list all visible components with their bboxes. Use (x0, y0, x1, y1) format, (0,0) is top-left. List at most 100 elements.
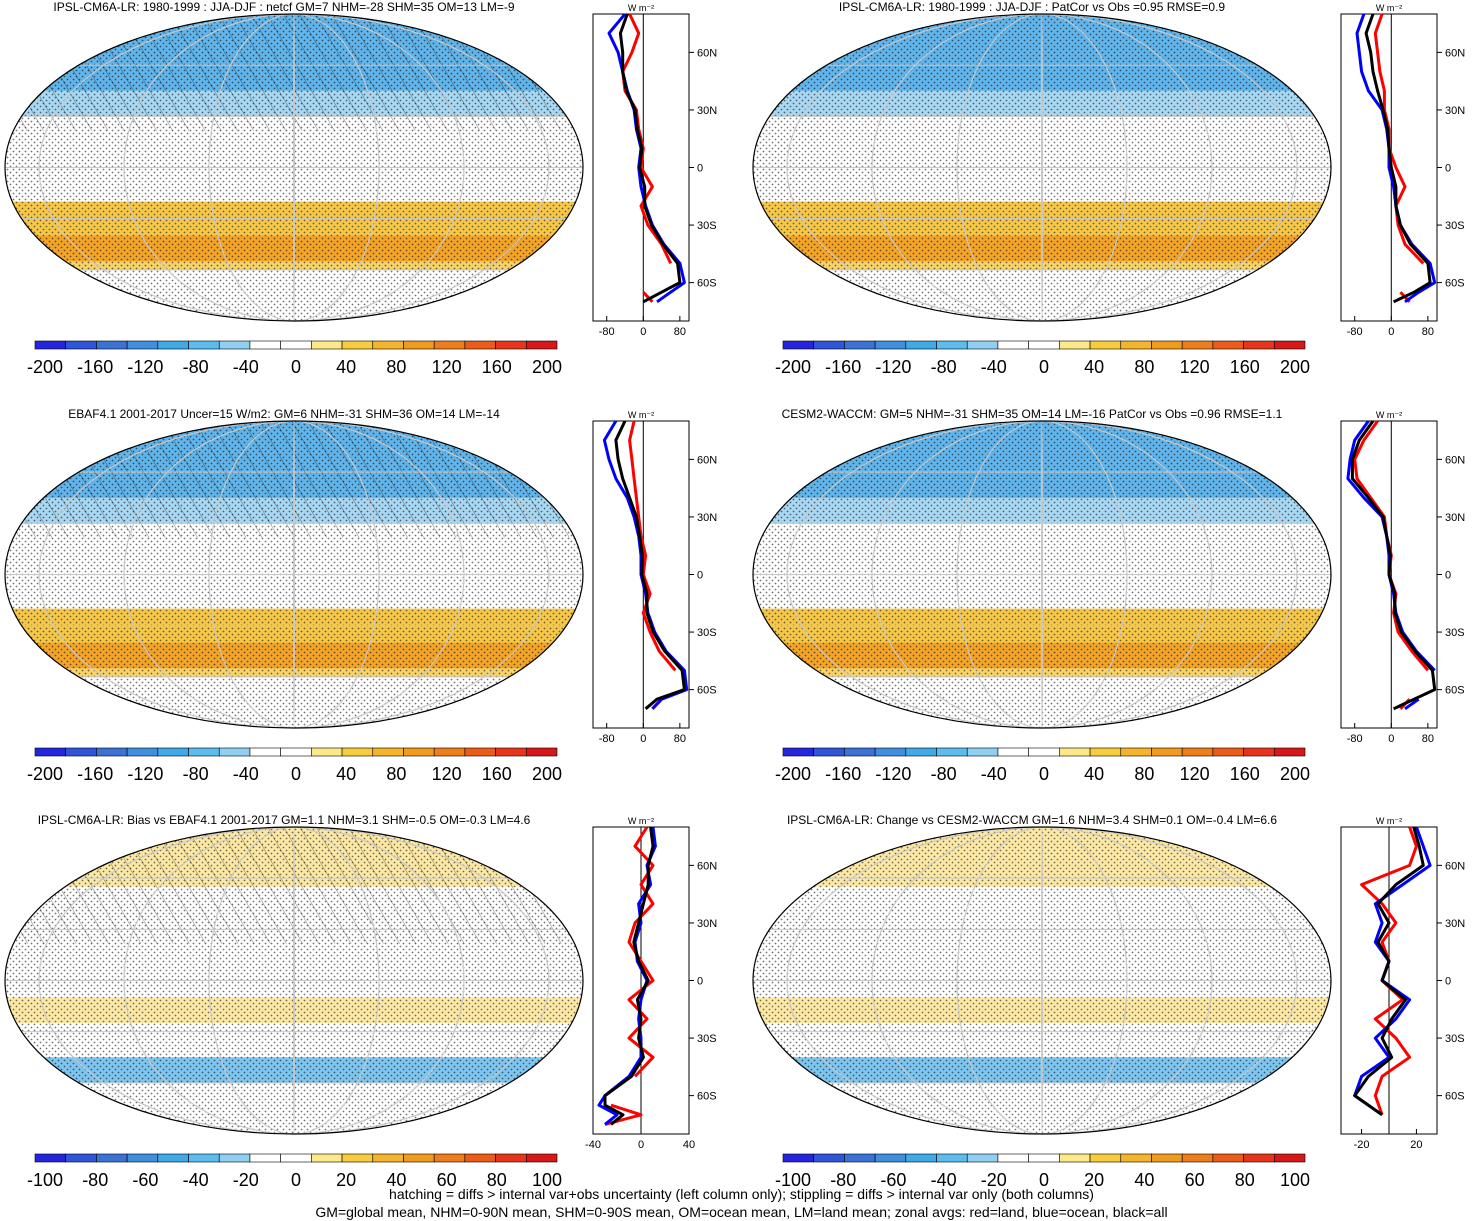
graticule-lon (786, 421, 1298, 728)
colorbar-cell (1212, 1153, 1244, 1163)
colorbar-cell (874, 1153, 907, 1163)
colorbar-tick-label: 40 (336, 764, 356, 784)
zonal-ytick-label: 30N (1445, 918, 1465, 930)
map-field (753, 827, 1331, 1134)
colorbar-tick-label: -200 (775, 764, 811, 784)
colorbar-tick-label: 0 (1039, 1170, 1049, 1190)
colorbar-tick-label: 0 (291, 357, 301, 377)
zonal-line-land (1373, 13, 1425, 303)
graticule-lon (956, 14, 1128, 321)
colorbar-cell (126, 1153, 159, 1163)
colorbar-cell (218, 1153, 251, 1163)
colorbar-tick-label: 80 (386, 764, 406, 784)
colorbar-cell (188, 340, 220, 350)
zonal-ytick-label: 30S (697, 220, 717, 232)
colorbar-cell (249, 747, 281, 757)
footer-line-2: GM=global mean, NHM=0-90N mean, SHM=0-90… (315, 1204, 1168, 1220)
colorbar-cell (1181, 747, 1214, 757)
colorbar-tick-label: 60 (1185, 1170, 1205, 1190)
footer-line-1: hatching = diffs > internal var+obs unce… (389, 1186, 1094, 1202)
zonal-line-land (621, 13, 673, 303)
colorbar-tick-label: -40 (183, 1170, 209, 1190)
colorbar-cell (905, 340, 937, 350)
colorbar-tick-label: 120 (1180, 357, 1210, 377)
colorbar-cell (1120, 340, 1152, 350)
zonal-line-all (603, 826, 655, 1126)
zonal-xtick-label: 0 (640, 326, 646, 338)
colorbar-cell (188, 747, 220, 757)
colorbar-tick-label: 60 (437, 1170, 457, 1190)
colorbar-cell (1273, 340, 1306, 350)
colorbar-cell (966, 340, 999, 350)
graticule-lon (123, 421, 465, 728)
colorbar-tick-label: 20 (336, 1170, 356, 1190)
zonal-ytick-label: 0 (697, 163, 703, 175)
colorbar-tick-label: -160 (825, 764, 861, 784)
colorbar-cell (1059, 1153, 1091, 1163)
colorbar-cell (341, 340, 374, 350)
colorbar-tick-label: -20 (981, 1170, 1007, 1190)
colorbar-tick-label: -200 (775, 357, 811, 377)
colorbar-cell (249, 1153, 281, 1163)
panel-3: EBAF4.1 2001-2017 Uncer=15 W/m2: GM=6 NH… (4, 407, 717, 784)
colorbar-cell (464, 747, 496, 757)
zonal-xtick-label: -40 (585, 1139, 601, 1151)
colorbar-cell (34, 1153, 67, 1163)
zonal-ytick-label: 0 (1445, 976, 1451, 988)
colorbar-cell (525, 747, 558, 757)
map-border (752, 13, 1332, 322)
graticule-lon (1041, 827, 1043, 1134)
colorbar-cell (1212, 747, 1244, 757)
zonal-ytick-label: 60S (697, 278, 717, 290)
colorbar-tick-label: -20 (233, 1170, 259, 1190)
zonal-ytick-label: 30N (697, 512, 717, 524)
colorbar-tick-label: 160 (482, 357, 512, 377)
zonal-unit-label: W m⁻² (1376, 410, 1402, 420)
colorbar-cell (905, 1153, 937, 1163)
graticule-lon (956, 827, 1128, 1134)
colorbar-cell (997, 747, 1029, 757)
colorbar-cell (372, 340, 404, 350)
colorbar-tick-label: -80 (931, 764, 957, 784)
zonal-ytick-label: 0 (697, 570, 703, 582)
colorbar-cell (126, 340, 159, 350)
zonal-xtick-label: 80 (674, 733, 686, 745)
colorbar-tick-label: 120 (1180, 764, 1210, 784)
colorbar-tick-label: 120 (432, 764, 462, 784)
zonal-xtick-label: 20 (1410, 1139, 1422, 1151)
graticule-lon (1041, 14, 1043, 321)
colorbar-tick-label: 20 (1084, 1170, 1104, 1190)
panel-4: CESM2-WACCM: GM=5 NHM=-31 SHM=35 OM=14 L… (752, 407, 1465, 784)
colorbar-tick-label: -120 (127, 764, 163, 784)
zonal-xtick-label: 80 (1422, 733, 1434, 745)
colorbar-tick-label: -200 (27, 357, 63, 377)
colorbar-cell (495, 747, 527, 757)
panel-title: CESM2-WACCM: GM=5 NHM=-31 SHM=35 OM=14 L… (782, 407, 1283, 421)
zonal-ytick-label: 30S (697, 1033, 717, 1045)
colorbar-cell (844, 340, 876, 350)
colorbar-tick-label: -120 (127, 357, 163, 377)
colorbar-cell (782, 340, 815, 350)
colorbar-cell (997, 1153, 1029, 1163)
colorbar-cell (280, 340, 312, 350)
graticule-lon (293, 14, 295, 321)
colorbar-tick-label: -80 (82, 1170, 108, 1190)
colorbar-cell (1212, 340, 1244, 350)
zonal-ytick-label: 30S (1445, 220, 1465, 232)
graticule-lon (208, 14, 380, 321)
zonal-unit-label: W m⁻² (628, 410, 654, 420)
zonal-xtick-label: 40 (683, 1139, 695, 1151)
colorbar-cell (966, 1153, 999, 1163)
zonal-ytick-label: 60N (1445, 454, 1465, 466)
zonal-ytick-label: 60S (697, 685, 717, 697)
colorbar-tick-label: 40 (1084, 764, 1104, 784)
colorbar-tick-label: 40 (1134, 1170, 1154, 1190)
zonal-unit-label: W m⁻² (1376, 3, 1402, 13)
colorbar-cell (844, 747, 876, 757)
zonal-xtick-label: -80 (599, 326, 615, 338)
colorbar-tick-label: 0 (1039, 357, 1049, 377)
colorbar-tick-label: 0 (291, 764, 301, 784)
zonal-xtick-label: -20 (1354, 1139, 1370, 1151)
colorbar-tick-label: 80 (1134, 357, 1154, 377)
colorbar-tick-label: 100 (1280, 1170, 1310, 1190)
